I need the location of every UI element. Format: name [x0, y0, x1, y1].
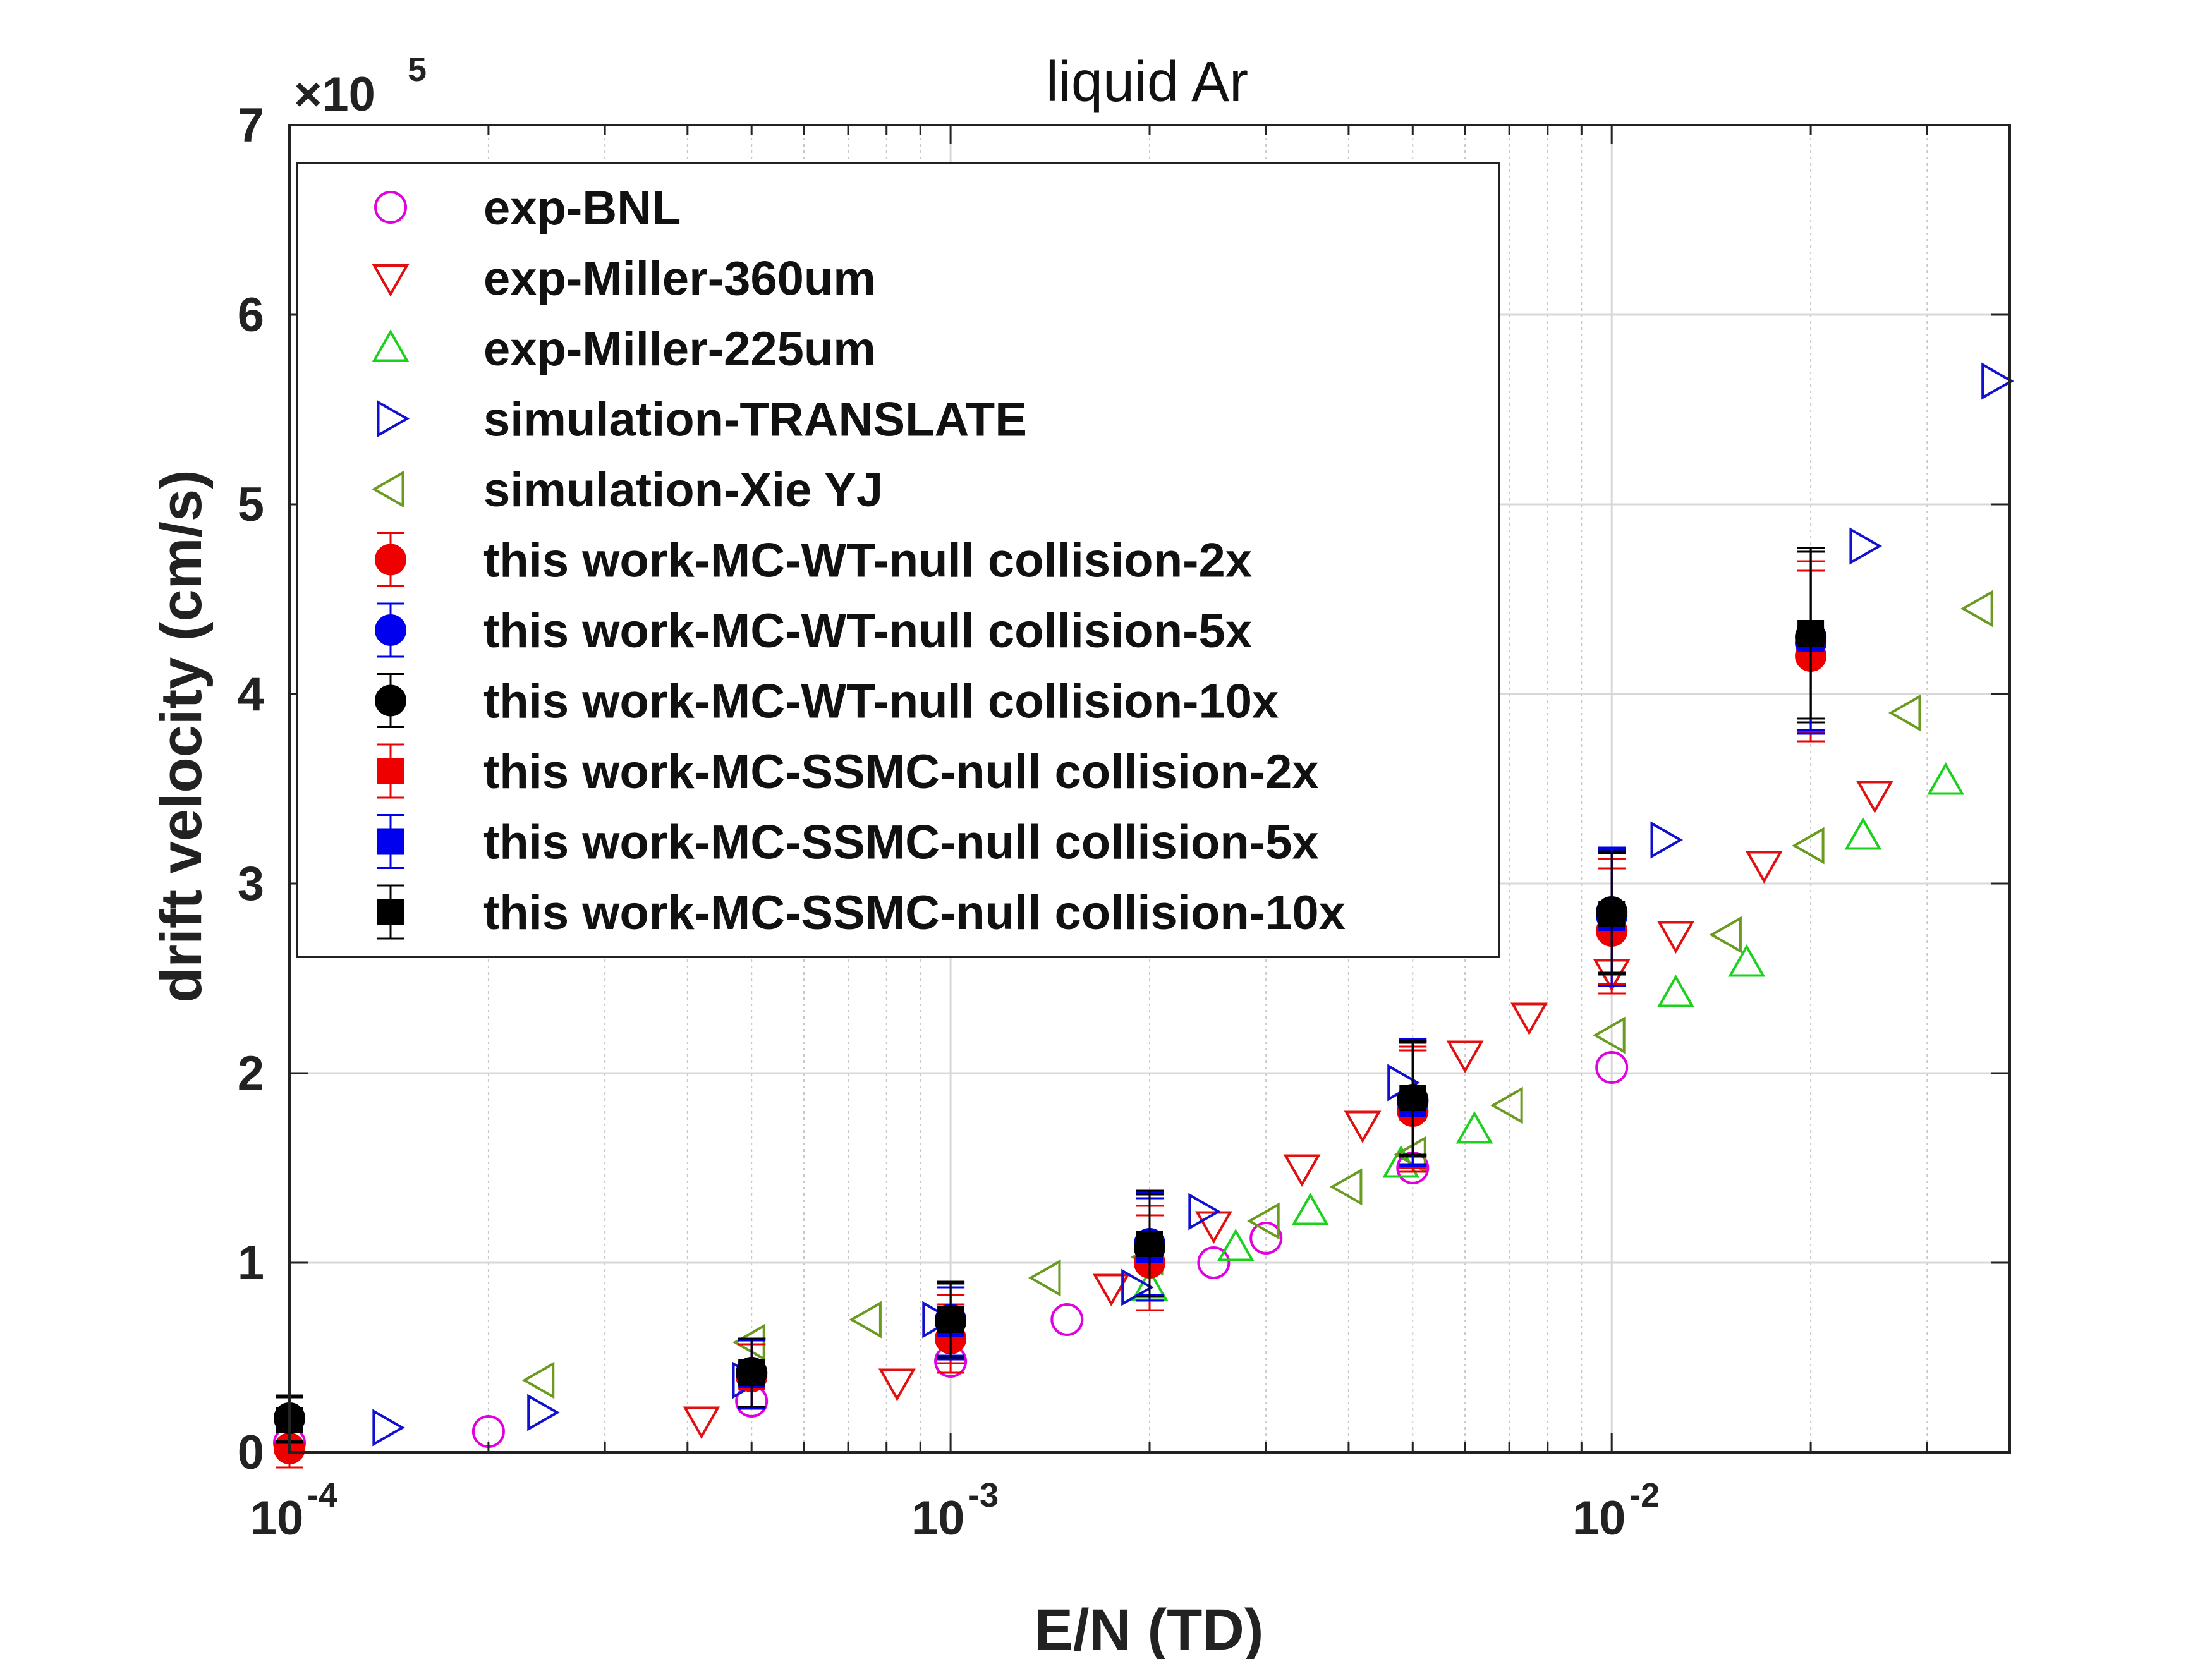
- data-point: [732, 1323, 765, 1361]
- legend-marker: [375, 544, 406, 576]
- legend-marker: [377, 828, 404, 855]
- legend-marker: [377, 899, 404, 925]
- data-point: [1329, 1168, 1363, 1206]
- x-axis-label: E/N (TD): [1035, 1598, 1264, 1659]
- series-2: [1131, 762, 1965, 1301]
- legend-entry-label: this work-MC-SSMC-null collision-5x: [483, 816, 1319, 870]
- data-point: [1797, 620, 1825, 647]
- data-point: [1849, 527, 1882, 565]
- data-point: [878, 1368, 916, 1402]
- legend-marker: [372, 329, 410, 362]
- data-point: [521, 1361, 555, 1399]
- y-multiplier-exponent: 5: [408, 51, 427, 88]
- data-point: [1194, 1211, 1232, 1244]
- y-multiplier-base: ×10: [294, 68, 375, 121]
- data-point: [1792, 827, 1825, 865]
- data-point: [1217, 1228, 1255, 1261]
- y-tick-label: 6: [238, 288, 264, 342]
- data-point: [1247, 1202, 1280, 1240]
- legend-entry-label: this work-MC-WT-null collision-10x: [483, 675, 1279, 729]
- x-tick-label-exponent: -4: [307, 1476, 337, 1514]
- data-point: [527, 1394, 560, 1431]
- series-1: [683, 781, 1893, 1440]
- data-point: [1650, 821, 1684, 859]
- legend-entry-label: this work-MC-WT-null collision-5x: [483, 604, 1252, 658]
- data-point: [683, 1406, 720, 1440]
- y-tick-label: 7: [238, 99, 264, 152]
- data-point: [1960, 590, 1993, 628]
- legend-box: [296, 162, 1500, 958]
- legend-entry-label: exp-Miller-225um: [483, 322, 876, 376]
- y-tick-label: 0: [238, 1426, 264, 1480]
- x-tick-label: 10: [1572, 1492, 1626, 1545]
- data-point: [1593, 1016, 1626, 1054]
- data-point: [738, 1359, 765, 1386]
- data-point: [1510, 1002, 1548, 1036]
- data-point: [1344, 1110, 1382, 1144]
- legend-marker: [374, 191, 407, 224]
- x-tick-label-exponent: -3: [968, 1476, 999, 1514]
- data-point: [1136, 1231, 1163, 1257]
- data-point: [1657, 921, 1695, 954]
- y-tick-label: 1: [238, 1236, 264, 1290]
- data-point: [1745, 851, 1783, 884]
- legend-marker: [375, 684, 406, 717]
- y-tick-label: 2: [238, 1047, 264, 1100]
- x-tick-label: 10: [911, 1492, 965, 1545]
- legend-entry-label: this work-MC-SSMC-null collision-10x: [483, 886, 1346, 940]
- legend-entry-label: simulation-TRANSLATE: [483, 393, 1027, 447]
- data-point: [372, 1409, 405, 1447]
- legend-marker: [371, 470, 404, 508]
- legend-marker: [375, 614, 406, 646]
- data-point: [849, 1301, 882, 1339]
- data-point: [1844, 817, 1882, 850]
- y-tick-label: 4: [238, 667, 264, 721]
- y-multiplier: ×10 5: [294, 51, 427, 121]
- data-point: [1283, 1154, 1321, 1188]
- series-10: [276, 547, 1825, 1444]
- legend-entry-label: this work-MC-WT-null collision-2x: [483, 534, 1252, 588]
- data-point: [1050, 1303, 1084, 1336]
- legend-entry-label: simulation-Xie YJ: [483, 463, 883, 517]
- y-tick-label: 5: [238, 478, 264, 532]
- data-point: [937, 1306, 964, 1333]
- data-point: [1092, 1273, 1130, 1307]
- data-point: [1856, 781, 1893, 814]
- data-point: [1598, 901, 1626, 927]
- data-point: [1197, 1246, 1231, 1279]
- data-point: [1188, 1193, 1221, 1231]
- data-point: [1291, 1192, 1329, 1225]
- data-point: [1446, 1040, 1484, 1074]
- data-point: [1249, 1222, 1283, 1255]
- legend-entry-label: exp-Miller-360um: [483, 252, 876, 306]
- legend-entry-label: exp-BNL: [483, 181, 681, 235]
- data-point: [1595, 1051, 1629, 1084]
- data-point: [1927, 762, 1965, 795]
- series-4: [521, 590, 1993, 1399]
- legend-marker: [377, 758, 404, 784]
- data-point: [1709, 916, 1742, 954]
- series-3: [372, 362, 2014, 1447]
- chart-title: liquid Ar: [1046, 51, 1248, 114]
- data-point: [1728, 944, 1766, 977]
- data-point: [1455, 1110, 1493, 1144]
- data-point: [1888, 694, 1921, 732]
- y-axis-label: drift velocity (cm/s): [149, 470, 214, 1003]
- data-point: [1490, 1086, 1523, 1124]
- data-point: [1657, 974, 1695, 1007]
- legend: exp-BNL exp-Miller-360um exp-Miller-225um s…: [296, 162, 1500, 958]
- legend-marker: [372, 264, 410, 297]
- legend-marker: [377, 400, 410, 437]
- data-point: [1028, 1259, 1061, 1297]
- data-point: [1399, 1085, 1426, 1111]
- legend-entry-label: this work-MC-SSMC-null collision-2x: [483, 745, 1319, 799]
- x-tick-label: 10: [250, 1492, 304, 1545]
- x-tick-label-exponent: -2: [1629, 1476, 1660, 1514]
- y-tick-label: 3: [238, 857, 264, 911]
- data-point: [1981, 362, 2014, 400]
